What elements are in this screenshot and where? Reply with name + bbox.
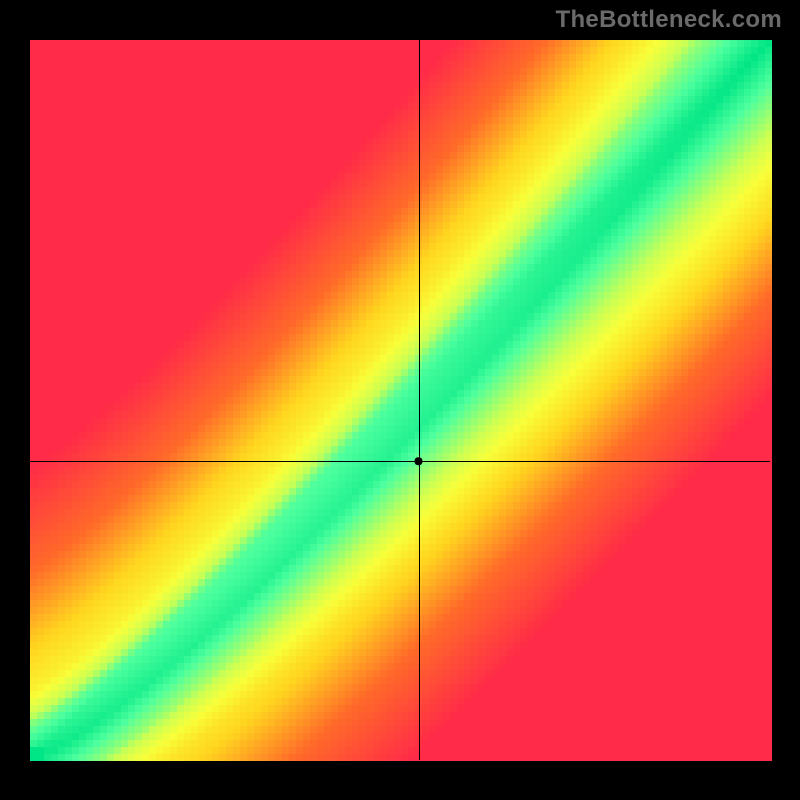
watermark-text: TheBottleneck.com: [556, 6, 782, 34]
chart-container: TheBottleneck.com: [0, 0, 800, 800]
heatmap-canvas: [0, 0, 800, 800]
